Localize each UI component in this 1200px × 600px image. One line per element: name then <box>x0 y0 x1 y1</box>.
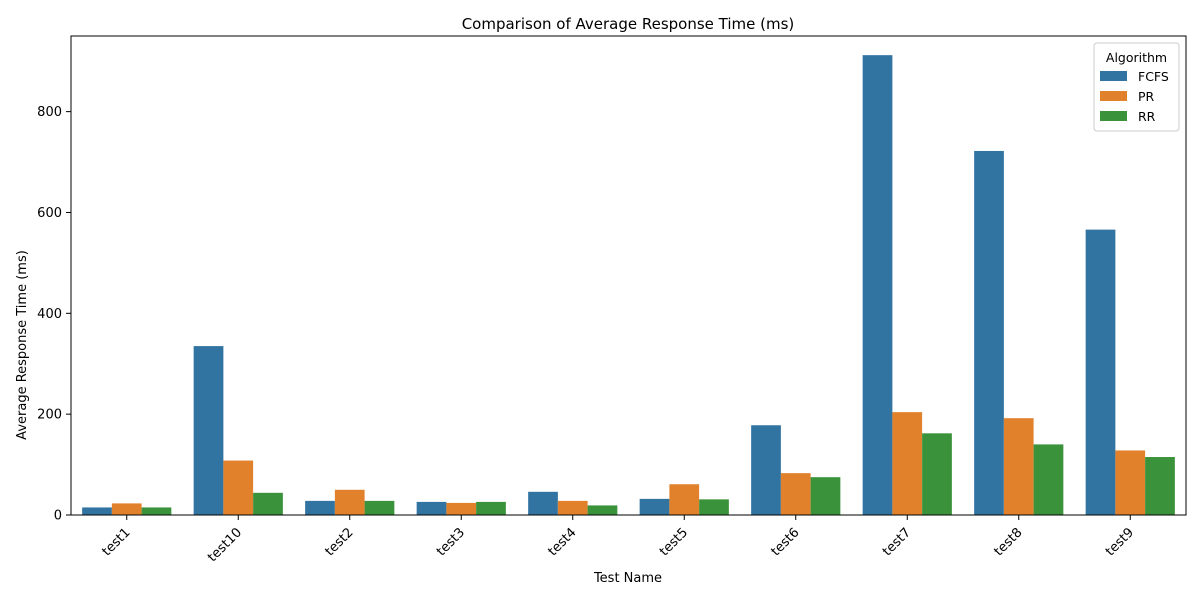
x-axis-label: Test Name <box>593 571 662 586</box>
bar-pr-test2 <box>334 489 365 515</box>
bar-fcfs-test6 <box>751 425 781 515</box>
bar-pr-test6 <box>780 473 811 515</box>
legend-swatch-rr <box>1100 111 1127 121</box>
bar-fcfs-test1 <box>82 507 112 515</box>
bar-fcfs-test4 <box>528 491 558 515</box>
bar-rr-test7 <box>922 433 952 515</box>
bar-fcfs-test9 <box>1085 229 1116 515</box>
legend-box <box>1093 42 1180 132</box>
x-tick-label: test7 <box>880 525 914 559</box>
bar-pr-test1 <box>111 503 142 515</box>
bar-fcfs-test2 <box>305 500 335 515</box>
x-tick-label: test10 <box>205 525 245 565</box>
legend-swatch-pr <box>1100 91 1127 101</box>
bar-rr-test10 <box>253 492 283 515</box>
bar-fcfs-test3 <box>416 501 447 515</box>
bar-rr-test9 <box>1145 457 1175 515</box>
y-tick-label: 200 <box>37 408 62 423</box>
legend-swatch-fcfs <box>1100 71 1127 81</box>
bar-pr-test10 <box>223 460 254 515</box>
bar-rr-test3 <box>476 501 506 515</box>
legend: Algorithm FCFS PR RR <box>1093 42 1180 132</box>
plot-frame <box>70 35 1187 516</box>
bars <box>82 55 1175 515</box>
x-tick-label: test1 <box>99 525 133 559</box>
y-tick-label: 0 <box>54 509 62 524</box>
chart-title: Comparison of Average Response Time (ms) <box>462 15 795 33</box>
bar-rr-test8 <box>1033 444 1064 515</box>
legend-label-fcfs: FCFS <box>1138 69 1169 84</box>
x-tick-label: test9 <box>1103 525 1137 559</box>
bar-rr-test5 <box>699 499 729 515</box>
bar-fcfs-test10 <box>193 346 224 515</box>
x-tick-label: test2 <box>322 525 356 559</box>
bar-rr-test2 <box>364 500 395 515</box>
bar-pr-test4 <box>557 500 588 515</box>
bar-pr-test8 <box>1003 418 1034 515</box>
x-tick-label: test5 <box>657 525 691 559</box>
y-tick-label: 600 <box>37 206 62 221</box>
legend-label-pr: PR <box>1138 89 1155 104</box>
y-axis-label: Average Response Time (ms) <box>15 250 30 440</box>
x-tick-label: test8 <box>991 525 1025 559</box>
bar-fcfs-test5 <box>639 498 670 515</box>
bar-fcfs-test8 <box>974 150 1004 515</box>
x-tick-label: test4 <box>545 525 579 559</box>
bar-rr-test4 <box>587 505 618 515</box>
legend-title: Algorithm <box>1106 50 1167 65</box>
bar-fcfs-test7 <box>862 55 893 515</box>
bar-pr-test9 <box>1115 450 1146 515</box>
y-tick-label: 400 <box>37 307 62 322</box>
y-tick-label: 800 <box>37 105 62 120</box>
bar-rr-test6 <box>810 477 841 515</box>
x-tick-label: test6 <box>768 525 802 559</box>
legend-label-rr: RR <box>1138 109 1156 124</box>
x-tick-label: test3 <box>434 525 468 559</box>
bar-pr-test7 <box>892 412 923 515</box>
bar-pr-test5 <box>669 484 700 515</box>
bar-rr-test1 <box>141 507 172 515</box>
bar-pr-test3 <box>446 502 477 515</box>
